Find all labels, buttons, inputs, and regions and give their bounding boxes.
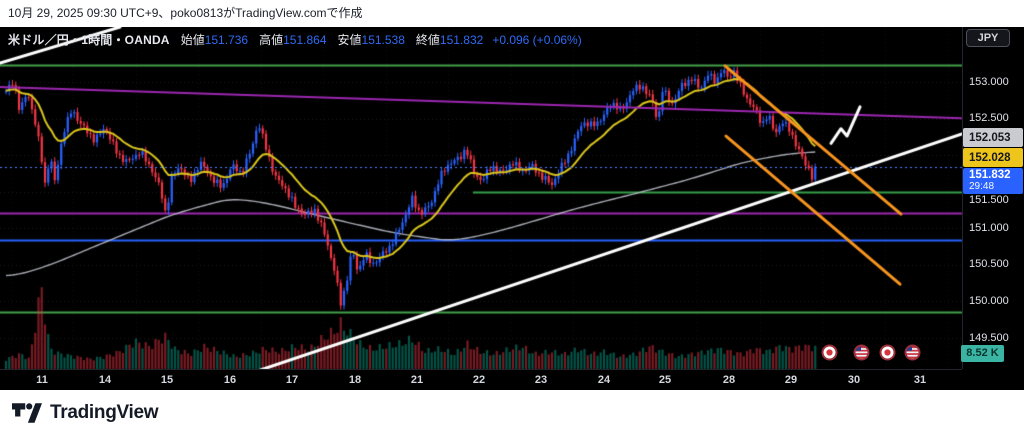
time-axis[interactable]: 11 14 15 16 17 18 21 22 23 24 25 28 29 30 31 [0,369,962,390]
price-tick: 152.500 [969,112,1009,124]
high-value: 151.864 [283,33,327,47]
time-tick: 29 [784,374,798,386]
low-value: 151.538 [361,33,405,47]
change-value: +0.096 (+0.06%) [492,33,582,47]
time-tick: 24 [597,374,611,386]
tradingview-logo-text: TradingView [50,402,159,423]
time-tick: 14 [98,374,112,386]
attribution-bar: 10月 29, 2025 09:30 UTC+9、poko0813がTradin… [0,0,1024,27]
time-tick: 22 [472,374,486,386]
price-tick: 150.500 [969,258,1009,270]
price-tick: 151.500 [969,194,1009,206]
chart-region: 米ドル／円・1時間・OANDA 始値151.736 高値151.864 安値151.5… [0,27,1024,390]
close-label: 終値 [415,33,440,47]
price-tick: 153.000 [969,76,1009,88]
high-label: 高値 [259,33,284,47]
footer: TradingView [0,390,1024,441]
time-tick: 25 [658,374,672,386]
time-tick: 31 [913,374,927,386]
chart-legend[interactable]: 米ドル／円・1時間・OANDA 始値151.736 高値151.864 安値151.5… [8,31,582,48]
open-label: 始値 [180,33,205,47]
price-chart-canvas[interactable] [0,27,1024,390]
price-axis[interactable]: 153.000 152.500 151.500 151.000 150.500 150.0… [962,27,1024,369]
japan-flag-event-icon[interactable] [821,344,838,361]
time-tick: 21 [410,374,424,386]
time-tick: 16 [223,374,237,386]
volume-value-label: 8.52 K [961,345,1004,362]
attribution-text: 10月 29, 2025 09:30 UTC+9、poko0813がTradin… [8,6,363,20]
price-tick: 151.000 [969,222,1009,234]
ema-price-label: 152.028 [963,148,1023,167]
time-tick: 17 [285,374,299,386]
symbol-title[interactable]: 米ドル／円・1時間・OANDA [8,33,170,47]
low-label: 安値 [337,33,362,47]
sma-price-label: 152.053 [963,128,1023,147]
time-tick: 30 [847,374,861,386]
close-value: 151.832 [439,33,484,47]
time-tick: 11 [36,374,48,386]
tradingview-logo-icon [12,403,42,423]
open-value: 151.736 [204,33,249,47]
japan-flag-event-icon[interactable] [879,344,896,361]
time-tick: 23 [534,374,548,386]
time-tick: 28 [722,374,736,386]
price-tick: 149.500 [969,332,1009,344]
price-tick: 150.000 [969,295,1009,307]
us-flag-event-icon[interactable] [904,344,921,361]
economic-event-icons [0,27,962,390]
tradingview-brand[interactable]: TradingView [12,402,159,424]
us-flag-event-icon[interactable] [853,344,870,361]
time-tick: 18 [348,374,362,386]
currency-toggle-button[interactable]: JPY [966,29,1010,47]
time-tick: 15 [160,374,174,386]
last-price-label: 151.832 29:48 [963,168,1023,194]
